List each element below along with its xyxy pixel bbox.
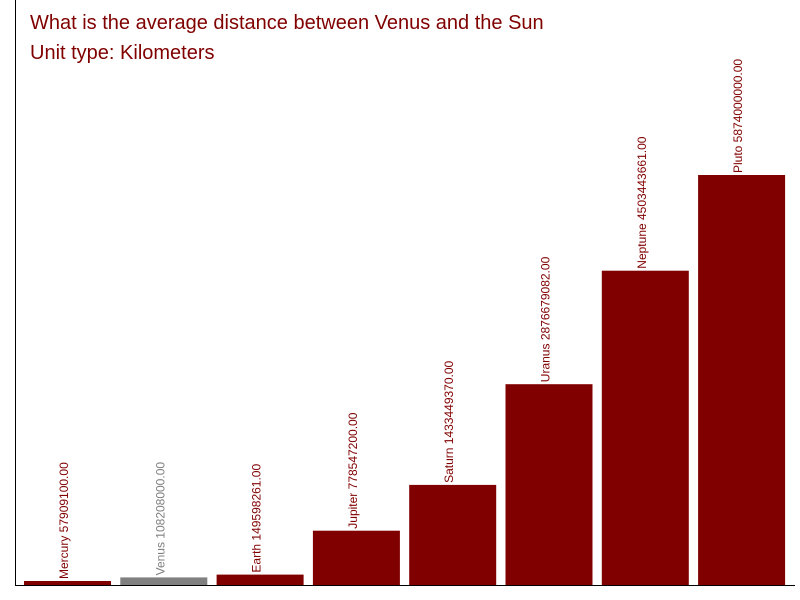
bar-label-jupiter: Jupiter 778547200.00 [346,412,360,528]
bar-uranus [505,384,593,585]
bar-saturn [409,484,497,585]
labels-layer: Mercury 57909100.00 Venus 108208000.00 Ear… [57,59,745,579]
bar-label-venus: Venus 108208000.00 [153,462,167,576]
bar-earth [216,574,304,585]
bar-neptune [601,270,689,585]
chart-title: What is the average distance between Ven… [30,12,544,34]
bar-label-earth: Earth 149598261.00 [250,464,264,573]
bar-label-neptune: Neptune 4503443661.00 [635,136,649,268]
bar-label-saturn: Saturn 1433449370.00 [442,360,456,482]
bars-layer [24,175,786,585]
chart-subtitle: Unit type: Kilometers [30,42,215,64]
bar-label-pluto: Pluto 5874000000.00 [731,59,745,173]
bar-jupiter [312,530,400,585]
bar-pluto [698,175,786,585]
bar-label-mercury: Mercury 57909100.00 [57,462,71,579]
bar-mercury [24,581,111,585]
bar-label-uranus: Uranus 2876679082.00 [539,256,553,382]
bar-venus [120,577,208,585]
